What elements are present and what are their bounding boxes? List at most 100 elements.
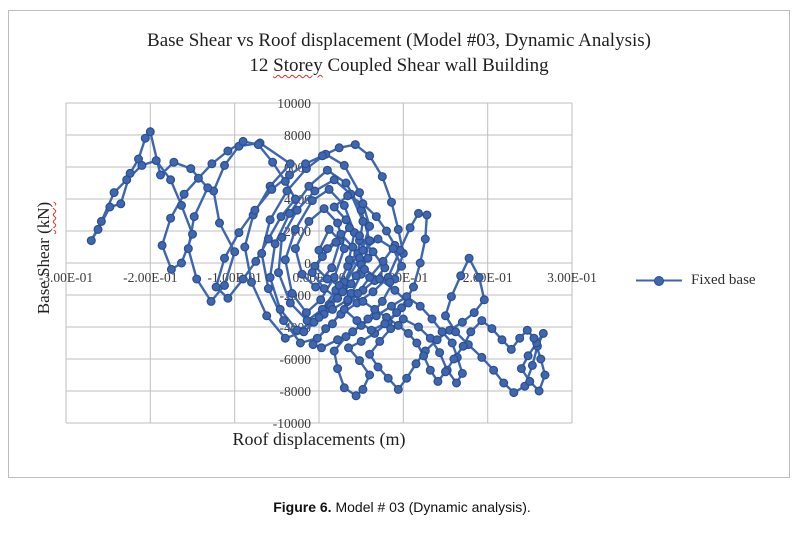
data-point-marker <box>393 224 403 234</box>
data-point-marker <box>157 240 167 250</box>
data-point-marker <box>415 258 425 268</box>
data-point-marker <box>414 208 424 218</box>
data-point-marker <box>186 164 196 174</box>
data-point-marker <box>223 146 233 156</box>
data-point-marker <box>477 316 487 326</box>
data-point-marker <box>290 194 300 204</box>
data-point-marker <box>151 156 161 166</box>
data-point-marker <box>238 274 248 284</box>
data-point-marker <box>464 253 474 263</box>
x-tick-label: -3.00E-01 <box>39 270 93 285</box>
data-point-marker <box>341 215 351 225</box>
data-point-marker <box>166 175 176 185</box>
data-point-marker <box>333 218 343 228</box>
data-point-marker <box>390 285 400 295</box>
data-point-marker <box>351 271 361 281</box>
data-point-marker <box>333 364 343 374</box>
data-point-marker <box>324 184 334 194</box>
data-point-marker <box>393 384 403 394</box>
data-point-marker <box>307 196 317 206</box>
data-point-marker <box>403 298 413 308</box>
data-point-marker <box>344 343 354 353</box>
data-point-marker <box>234 228 244 238</box>
data-point-marker <box>466 327 476 337</box>
data-point-marker <box>339 383 349 393</box>
data-point-marker <box>317 151 327 161</box>
chart-title-line1-text: Base Shear vs Roof displacement (Model #… <box>147 30 651 51</box>
data-point-marker <box>422 210 432 220</box>
data-point-marker <box>319 284 329 294</box>
data-point-marker <box>515 333 525 343</box>
data-point-marker <box>474 272 484 282</box>
data-point-marker <box>368 287 378 297</box>
data-point-marker <box>363 314 373 324</box>
data-point-marker <box>314 312 324 322</box>
y-tick-label: 0 <box>304 256 311 271</box>
data-point-marker <box>331 237 341 247</box>
data-point-marker <box>527 360 537 370</box>
data-point-marker <box>307 268 317 278</box>
x-tick-label: 2.00E-01 <box>463 270 513 285</box>
data-point-marker <box>285 159 295 169</box>
data-point-marker <box>329 202 339 212</box>
data-point-marker <box>140 133 150 143</box>
data-point-marker <box>322 165 332 175</box>
data-point-marker <box>382 226 392 236</box>
data-point-marker <box>446 292 456 302</box>
data-point-marker <box>253 140 263 150</box>
data-point-marker <box>322 274 332 284</box>
data-point-marker <box>188 229 198 239</box>
data-point-marker <box>358 199 368 209</box>
data-point-marker <box>344 223 354 233</box>
data-point-marker <box>358 245 368 255</box>
data-point-marker <box>452 378 462 388</box>
data-point-marker <box>285 208 295 218</box>
data-point-marker <box>414 322 424 332</box>
data-point-marker <box>538 328 548 338</box>
data-point-marker <box>177 258 187 268</box>
data-point-marker <box>360 264 370 274</box>
data-point-marker <box>355 231 365 241</box>
data-point-marker <box>457 317 467 327</box>
data-point-marker <box>383 373 393 383</box>
data-point-marker <box>290 244 300 254</box>
data-point-marker <box>308 340 318 350</box>
data-point-marker <box>348 327 358 337</box>
data-point-marker <box>402 373 412 383</box>
data-point-marker <box>292 205 302 215</box>
x-axis-title: Roof displacements (m) <box>232 429 406 449</box>
data-point-marker <box>329 346 339 356</box>
data-point-marker <box>375 274 385 284</box>
data-point-marker <box>375 336 385 346</box>
data-point-marker <box>257 248 267 258</box>
data-point-marker <box>275 304 285 314</box>
y-axis-title-unit: (kN) <box>34 201 53 234</box>
data-point-marker <box>192 274 202 284</box>
data-point-marker <box>301 159 311 169</box>
data-point-marker <box>348 242 358 252</box>
data-point-marker <box>441 311 451 321</box>
data-point-marker <box>223 293 233 303</box>
data-point-marker <box>263 284 273 294</box>
figure-caption-label: Figure 6. <box>273 499 332 515</box>
data-point-marker <box>387 301 397 311</box>
data-point-marker <box>534 386 544 396</box>
data-point-marker <box>166 264 176 274</box>
chart-title-line2-post: Coupled Shear wall Building <box>322 55 549 76</box>
data-point-marker <box>365 221 375 231</box>
data-point-marker <box>525 376 535 386</box>
data-point-marker <box>487 324 497 334</box>
data-point-marker <box>156 170 166 180</box>
data-point-marker <box>377 296 387 306</box>
data-point-marker <box>368 247 378 257</box>
data-point-marker <box>166 213 176 223</box>
data-point-marker <box>267 184 277 194</box>
data-point-marker <box>321 324 331 334</box>
data-point-marker <box>409 282 419 292</box>
data-point-marker <box>371 212 381 222</box>
data-point-marker <box>238 136 248 146</box>
data-point-marker <box>322 244 332 254</box>
data-point-marker <box>351 391 361 401</box>
x-tick-label: -2.00E-01 <box>123 270 177 285</box>
